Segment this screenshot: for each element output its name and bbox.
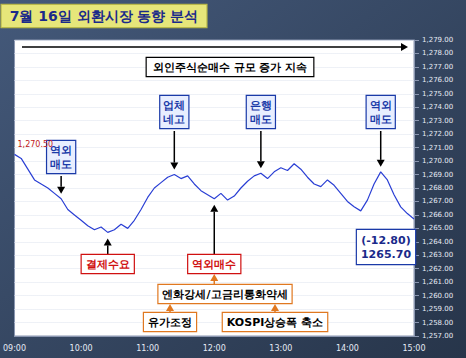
svg-text:역외매수: 역외매수 (192, 258, 236, 271)
svg-text:1,269.00: 1,269.00 (422, 171, 453, 179)
svg-text:09:00: 09:00 (3, 344, 26, 353)
svg-text:1,270.50: 1,270.50 (18, 140, 54, 149)
svg-text:1,260.00: 1,260.00 (422, 292, 453, 300)
svg-text:결제수요: 결제수요 (86, 258, 130, 271)
svg-text:매도: 매도 (250, 113, 272, 126)
svg-text:매도: 매도 (370, 113, 392, 126)
svg-text:업체: 업체 (163, 99, 185, 112)
svg-text:1,268.00: 1,268.00 (422, 184, 453, 192)
svg-text:역외: 역외 (370, 99, 392, 112)
svg-text:1,273.00: 1,273.00 (422, 117, 453, 125)
svg-text:1265.70: 1265.70 (361, 248, 411, 261)
svg-text:1,275.00: 1,275.00 (422, 90, 453, 98)
svg-text:(-12.80): (-12.80) (361, 234, 410, 247)
svg-text:7월 16일 외환시장 동향 분석: 7월 16일 외환시장 동향 분석 (10, 8, 199, 24)
svg-text:13:00: 13:00 (269, 344, 292, 353)
svg-text:14:00: 14:00 (336, 344, 359, 353)
svg-text:1,270.00: 1,270.00 (422, 157, 453, 165)
svg-text:1,271.00: 1,271.00 (422, 144, 453, 152)
svg-text:1,266.00: 1,266.00 (422, 211, 453, 219)
svg-text:12:00: 12:00 (203, 344, 226, 353)
svg-text:1,262.00: 1,262.00 (422, 265, 453, 273)
svg-text:1,259.00: 1,259.00 (422, 305, 453, 313)
svg-text:1,277.00: 1,277.00 (422, 63, 453, 71)
svg-text:KOSPI상승폭 축소: KOSPI상승폭 축소 (227, 316, 323, 329)
svg-text:1,279.00: 1,279.00 (422, 36, 453, 44)
svg-text:15:00: 15:00 (402, 344, 425, 353)
svg-text:외인주식순매수 규모 증가 지속: 외인주식순매수 규모 증가 지속 (153, 61, 308, 74)
svg-text:1,267.00: 1,267.00 (422, 197, 453, 205)
svg-text:유가조정: 유가조정 (148, 316, 192, 329)
svg-text:은행: 은행 (250, 99, 272, 112)
svg-text:역외: 역외 (50, 144, 72, 157)
svg-text:1,264.00: 1,264.00 (422, 238, 453, 246)
svg-text:1,274.00: 1,274.00 (422, 103, 453, 111)
svg-text:매도: 매도 (50, 158, 72, 171)
svg-text:1,257.00: 1,257.00 (422, 332, 453, 340)
svg-text:1,272.00: 1,272.00 (422, 130, 453, 138)
svg-text:11:00: 11:00 (136, 344, 159, 353)
svg-text:1,258.00: 1,258.00 (422, 319, 453, 327)
svg-text:엔화강세/고금리통화약세: 엔화강세/고금리통화약세 (162, 288, 287, 301)
svg-text:1,276.00: 1,276.00 (422, 76, 453, 84)
svg-text:1,278.00: 1,278.00 (422, 49, 453, 57)
svg-text:10:00: 10:00 (70, 344, 93, 353)
svg-text:1,261.00: 1,261.00 (422, 278, 453, 286)
svg-text:1,265.00: 1,265.00 (422, 224, 453, 232)
svg-text:1,263.00: 1,263.00 (422, 251, 453, 259)
svg-text:네고: 네고 (163, 113, 185, 126)
